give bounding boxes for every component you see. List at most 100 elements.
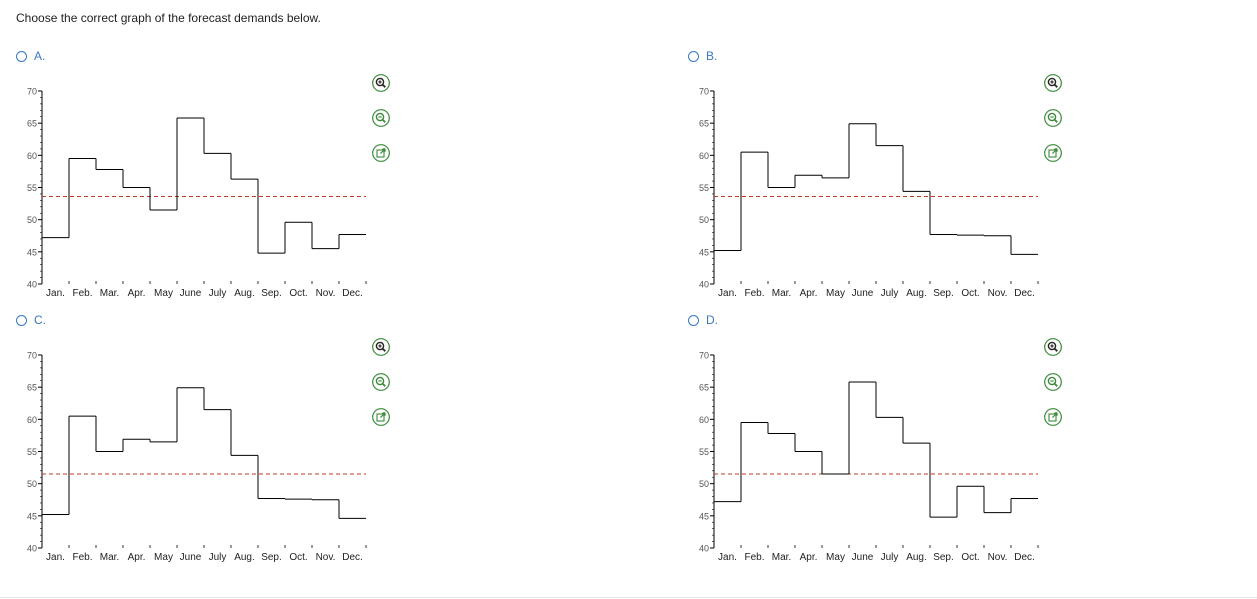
x-tick-label: Oct. [289,552,307,563]
zoom-out-icon[interactable] [1044,109,1062,127]
y-tick-label: 45 [27,511,37,521]
y-tick-label: 55 [27,183,37,193]
y-tick-label: 45 [699,247,709,257]
x-tick-label: Jan. [46,552,65,563]
open-external-icon[interactable] [372,144,390,162]
x-tick-label: Feb. [744,288,764,299]
x-tick-label: Feb. [72,552,92,563]
x-tick-label: Sep. [261,288,282,299]
x-tick-label: Mar. [100,288,119,299]
x-tick-label: July [209,552,227,563]
x-tick-label: Apr. [800,552,818,563]
x-tick-label: Feb. [744,552,764,563]
zoom-in-icon[interactable] [1044,74,1062,92]
x-tick-label: June [852,288,874,299]
option-b-chart-svg: 40 45 50 55 60 65 70 Jan. Feb. Mar. Apr. May June Jul… [699,87,1039,299]
x-tick-label: Dec. [342,288,363,299]
x-tick-label: June [180,288,202,299]
y-tick-label: 60 [699,415,709,425]
zoom-in-icon[interactable] [372,74,390,92]
x-tick-label: May [826,552,845,563]
y-tick-label: 60 [27,151,37,161]
option-b-label: B. [706,49,718,63]
zoom-in-icon[interactable] [372,338,390,356]
y-tick-label: 70 [27,351,37,361]
x-tick-label: Aug. [906,288,927,299]
y-tick-label: 65 [27,119,37,129]
x-tick-label: Dec. [1014,552,1035,563]
y-tick-label: 50 [699,479,709,489]
y-tick-label: 70 [699,351,709,361]
option-a-radio[interactable] [16,50,27,62]
x-tick-label: Aug. [906,552,927,563]
option-a-label: A. [34,49,46,63]
option-b-chart: 40 45 50 55 60 65 70 Jan. Feb. Mar. Apr. May June Jul… [688,77,1048,308]
option-d-chart: 40 45 50 55 60 65 70 Jan. Feb. Mar. Apr. May June Jul… [688,341,1048,572]
option-c-chart: 40 45 50 55 60 65 70 Jan. Feb. Mar. Apr. May June Jul… [16,341,376,572]
option-b-radio[interactable] [688,50,699,62]
y-tick-label: 40 [27,544,37,554]
y-tick-label: 70 [699,87,709,97]
y-tick-label: 55 [699,183,709,193]
x-tick-label: Mar. [772,552,791,563]
x-tick-label: Oct. [961,288,979,299]
x-tick-label: Nov. [988,552,1008,563]
y-tick-label: 55 [699,447,709,457]
x-tick-label: Mar. [772,288,791,299]
question-text: Choose the correct graph of the forecast… [16,11,321,25]
open-external-icon[interactable] [1044,144,1062,162]
option-d-radio[interactable] [688,314,699,326]
option-c-radio[interactable] [16,314,27,326]
zoom-out-icon[interactable] [372,373,390,391]
x-tick-label: Feb. [72,288,92,299]
x-tick-label: Jan. [718,552,737,563]
y-tick-label: 60 [27,415,37,425]
x-tick-label: July [209,288,227,299]
x-tick-label: July [881,552,899,563]
y-tick-label: 50 [699,215,709,225]
y-tick-label: 65 [699,383,709,393]
y-tick-label: 65 [27,383,37,393]
x-tick-label: Nov. [988,288,1008,299]
x-tick-label: Dec. [1014,288,1035,299]
option-d-chart-svg: 40 45 50 55 60 65 70 Jan. Feb. Mar. Apr. May June Jul… [699,351,1039,563]
x-tick-label: Sep. [933,552,954,563]
y-tick-label: 60 [699,151,709,161]
x-tick-label: Mar. [100,552,119,563]
option-c-chart-svg: 40 45 50 55 60 65 70 Jan. Feb. Mar. Apr. May June Jul… [27,351,367,563]
x-tick-label: Aug. [234,552,255,563]
x-tick-label: Jan. [718,288,737,299]
y-tick-label: 65 [699,119,709,129]
zoom-out-icon[interactable] [1044,373,1062,391]
zoom-out-icon[interactable] [372,109,390,127]
y-tick-label: 40 [27,280,37,290]
x-tick-label: Apr. [128,552,146,563]
x-tick-label: Aug. [234,288,255,299]
y-tick-label: 70 [27,87,37,97]
y-tick-label: 45 [699,511,709,521]
open-external-icon[interactable] [372,408,390,426]
zoom-in-icon[interactable] [1044,338,1062,356]
page-divider [0,597,1257,598]
option-a-chart-svg: 40 45 50 55 60 65 70 Jan. Feb. Mar. Apr. May June Jul… [27,87,367,299]
x-tick-label: May [154,288,173,299]
x-tick-label: Nov. [316,552,336,563]
x-tick-label: May [154,552,173,563]
y-tick-label: 40 [699,280,709,290]
y-tick-label: 50 [27,479,37,489]
option-d-label: D. [706,313,718,327]
y-tick-label: 40 [699,544,709,554]
x-tick-label: Dec. [342,552,363,563]
x-tick-label: Oct. [961,552,979,563]
x-tick-label: June [852,552,874,563]
open-external-icon[interactable] [1044,408,1062,426]
x-tick-label: Sep. [933,288,954,299]
x-tick-label: May [826,288,845,299]
option-a-chart: 40 45 50 55 60 65 70 Jan. Feb. Mar. Apr. May June Jul… [16,77,376,308]
x-tick-label: July [881,288,899,299]
x-tick-label: June [180,552,202,563]
y-tick-label: 45 [27,247,37,257]
option-c-label: C. [34,313,46,327]
y-tick-label: 50 [27,215,37,225]
x-tick-label: Oct. [289,288,307,299]
